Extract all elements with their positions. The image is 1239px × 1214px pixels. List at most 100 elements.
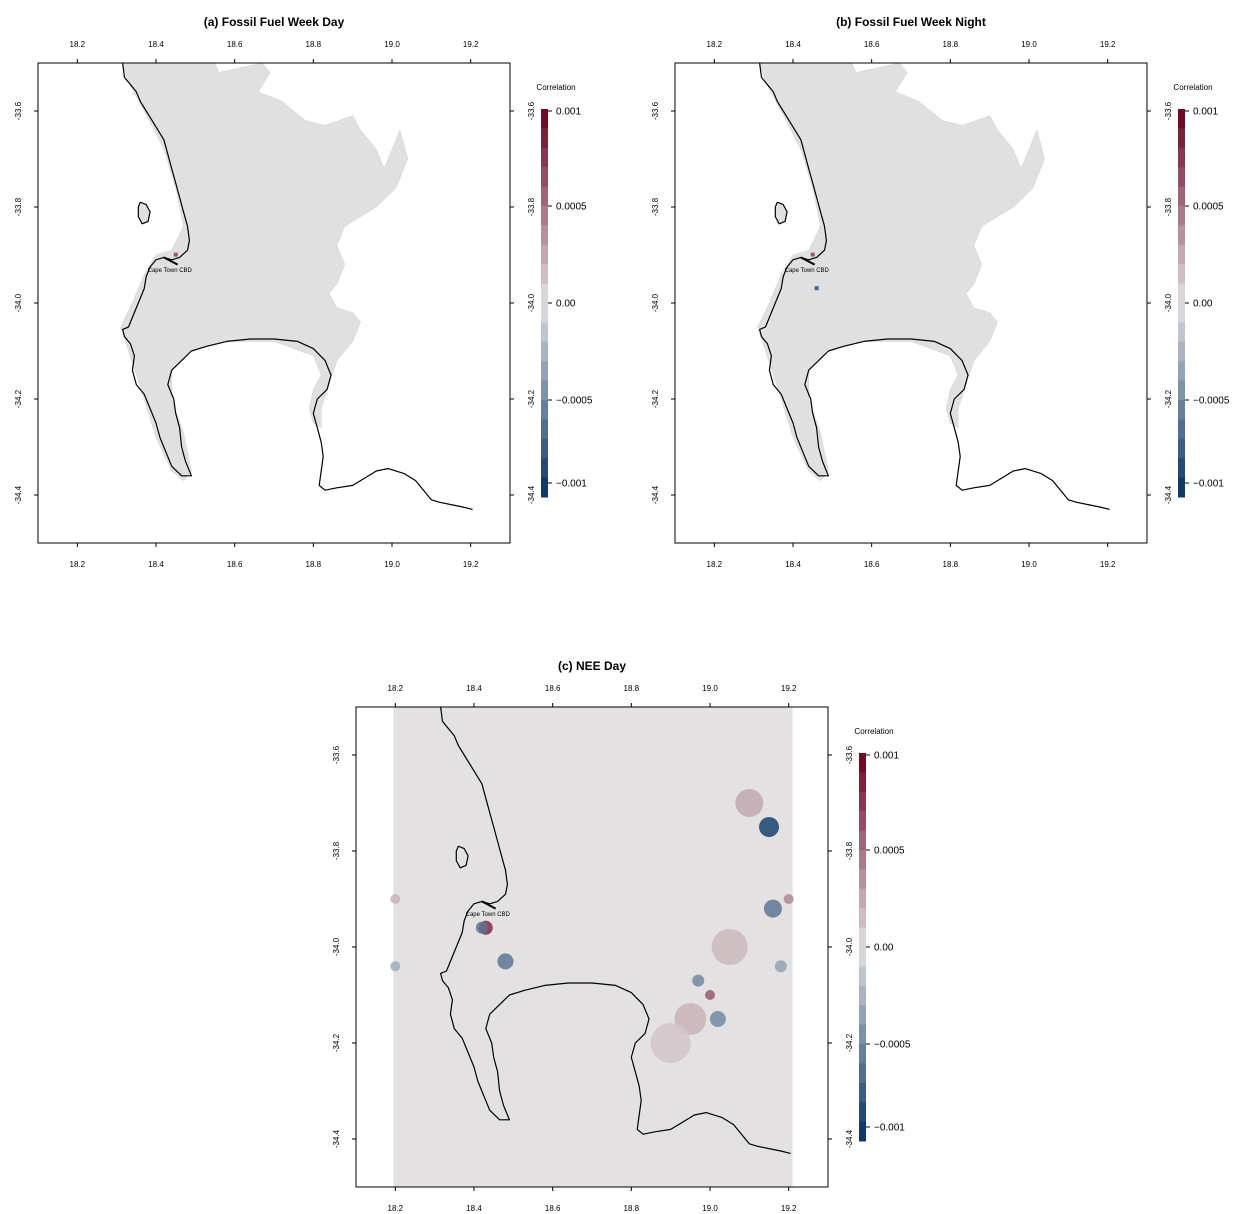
- coastline: [122, 62, 473, 510]
- x-tick-bottom: 19.0: [1021, 560, 1037, 569]
- x-tick-top: 18.4: [466, 684, 482, 693]
- colorbar-title: Correlation: [854, 727, 893, 736]
- y-tick-left: -34.0: [332, 937, 341, 956]
- colorbar: [859, 753, 866, 1142]
- y-tick-left: -34.4: [332, 1129, 341, 1148]
- map-svg-b: (b) Fossil Fuel Week Night Cape Town CBD 1…: [651, 15, 1230, 569]
- x-tick-top: 18.2: [388, 684, 404, 693]
- x-tick-top: 18.4: [785, 40, 801, 49]
- y-tick-right: -34.2: [1164, 389, 1173, 408]
- x-tick-bottom: 18.6: [864, 560, 880, 569]
- y-tick-left: -33.8: [651, 197, 660, 216]
- colorbar-tick: 0.001: [1193, 107, 1218, 118]
- y-tick-right: -34.4: [527, 485, 536, 504]
- correlation-field: [390, 707, 794, 1187]
- colorbar-tick: −0.001: [556, 479, 587, 490]
- x-tick-bottom: 19.2: [1100, 560, 1116, 569]
- x-tick-bottom: 18.2: [388, 1204, 404, 1213]
- x-tick-bottom: 19.2: [463, 560, 479, 569]
- x-tick-top: 19.2: [1100, 40, 1116, 49]
- coastline: [440, 706, 791, 1154]
- x-tick-bottom: 18.8: [943, 560, 959, 569]
- y-tick-left: -34.4: [14, 485, 23, 504]
- y-tick-right: -34.4: [1164, 485, 1173, 504]
- x-tick-bottom: 18.8: [624, 1204, 640, 1213]
- x-tick-bottom: 18.4: [785, 560, 801, 569]
- colorbar-tick: −0.0005: [1193, 396, 1230, 407]
- y-tick-right: -33.6: [527, 101, 536, 120]
- x-tick-top: 18.8: [624, 684, 640, 693]
- cbd-label: Cape Town CBD: [148, 268, 193, 274]
- x-tick-bottom: 18.2: [70, 560, 86, 569]
- y-tick-left: -34.2: [651, 389, 660, 408]
- y-tick-right: -34.2: [527, 389, 536, 408]
- colorbar-title: Correlation: [536, 83, 575, 92]
- x-tick-bottom: 19.2: [781, 1204, 797, 1213]
- x-tick-top: 18.2: [70, 40, 86, 49]
- colorbar-tick: 0.00: [556, 299, 576, 310]
- map-panel-a: (a) Fossil Fuel Week Day Cape Town CBD 18.…: [0, 0, 620, 600]
- x-tick-top: 19.0: [1021, 40, 1037, 49]
- y-tick-right: -33.6: [845, 745, 854, 764]
- map-panel-b: (b) Fossil Fuel Week Night Cape Town CBD 1…: [637, 0, 1239, 600]
- y-tick-right: -33.6: [1164, 101, 1173, 120]
- colorbar: [541, 109, 548, 498]
- panel-title: (b) Fossil Fuel Week Night: [836, 15, 986, 29]
- colorbar-tick: 0.001: [874, 751, 899, 762]
- colorbar-tick: 0.00: [1193, 299, 1213, 310]
- y-tick-right: -34.0: [1164, 293, 1173, 312]
- colorbar-tick: −0.0005: [556, 396, 593, 407]
- x-tick-top: 19.0: [702, 684, 718, 693]
- x-tick-top: 18.6: [545, 684, 561, 693]
- colorbar-tick: 0.0005: [874, 846, 905, 857]
- y-tick-left: -34.0: [651, 293, 660, 312]
- x-tick-top: 19.0: [384, 40, 400, 49]
- x-tick-bottom: 18.2: [707, 560, 723, 569]
- map-panel-c: (c) NEE Day Cape Town CBD 18.2 18.2 18.4 18.4…: [318, 644, 938, 1214]
- x-tick-top: 18.2: [707, 40, 723, 49]
- x-tick-top: 19.2: [463, 40, 479, 49]
- x-tick-top: 19.2: [781, 684, 797, 693]
- x-tick-bottom: 18.4: [466, 1204, 482, 1213]
- panel-title: (a) Fossil Fuel Week Day: [204, 15, 345, 29]
- x-tick-top: 18.6: [864, 40, 880, 49]
- robben-island-outline: [455, 845, 469, 869]
- x-tick-bottom: 19.0: [384, 560, 400, 569]
- coastline: [759, 62, 1110, 510]
- y-tick-left: -34.4: [651, 485, 660, 504]
- y-tick-right: -33.8: [845, 841, 854, 860]
- y-tick-left: -33.6: [332, 745, 341, 764]
- colorbar-tick: 0.00: [874, 943, 894, 954]
- colorbar-tick: −0.001: [1193, 479, 1224, 490]
- cbd-label: Cape Town CBD: [785, 268, 830, 274]
- y-tick-left: -34.0: [14, 293, 23, 312]
- panel-title: (c) NEE Day: [558, 659, 626, 673]
- robben-island-outline: [774, 201, 788, 225]
- y-tick-left: -33.8: [332, 841, 341, 860]
- x-tick-top: 18.8: [306, 40, 322, 49]
- x-tick-top: 18.4: [148, 40, 164, 49]
- x-tick-bottom: 18.4: [148, 560, 164, 569]
- colorbar-tick: 0.0005: [556, 202, 587, 213]
- y-tick-right: -34.2: [845, 1033, 854, 1052]
- map-svg-c: (c) NEE Day Cape Town CBD 18.2 18.2 18.4 18.4…: [332, 659, 911, 1213]
- y-tick-left: -34.2: [332, 1033, 341, 1052]
- correlation-field: [120, 62, 409, 482]
- x-tick-top: 18.6: [227, 40, 243, 49]
- x-tick-bottom: 19.0: [702, 1204, 718, 1213]
- colorbar-tick: −0.0005: [874, 1040, 911, 1051]
- y-tick-right: -34.4: [845, 1129, 854, 1148]
- robben-island-outline: [137, 201, 151, 225]
- x-tick-bottom: 18.6: [227, 560, 243, 569]
- colorbar-tick: 0.001: [556, 107, 581, 118]
- y-tick-right: -33.8: [1164, 197, 1173, 216]
- colorbar-tick: −0.001: [874, 1123, 905, 1134]
- y-tick-left: -33.6: [14, 101, 23, 120]
- y-tick-left: -33.6: [651, 101, 660, 120]
- x-tick-bottom: 18.8: [306, 560, 322, 569]
- colorbar-title: Correlation: [1173, 83, 1212, 92]
- x-tick-bottom: 18.6: [545, 1204, 561, 1213]
- y-tick-left: -33.8: [14, 197, 23, 216]
- y-tick-right: -33.8: [527, 197, 536, 216]
- colorbar-tick: 0.0005: [1193, 202, 1224, 213]
